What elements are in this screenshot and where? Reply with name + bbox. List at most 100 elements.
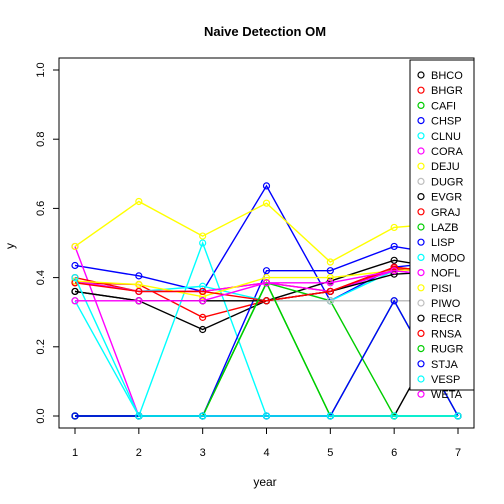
y-tick-label: 0.6: [35, 201, 47, 216]
series-layer: [71, 182, 462, 420]
data-point: [326, 267, 334, 275]
data-point: [71, 287, 79, 296]
data-point: [326, 297, 334, 305]
legend-label: LAZB: [431, 222, 459, 234]
data-point: [199, 313, 207, 321]
chart-title: Naive Detection OM: [204, 24, 326, 39]
x-tick-label: 5: [327, 447, 333, 459]
y-tick-label: 0.8: [35, 132, 47, 147]
y-tick-label: 0.4: [35, 270, 47, 285]
legend-label: RUGR: [431, 344, 463, 356]
data-point: [135, 287, 143, 296]
legend-label: BHGR: [431, 85, 463, 97]
x-tick-label: 2: [136, 447, 142, 459]
data-point: [326, 274, 334, 282]
legend-label: BHCO: [431, 70, 463, 82]
data-point: [135, 280, 143, 289]
data-point: [326, 412, 334, 420]
legend-label: EVGR: [431, 192, 462, 204]
legend-marker: [417, 71, 425, 79]
series-line: [74, 277, 458, 417]
legend-label: RNSA: [431, 328, 462, 340]
legend-label: VESP: [431, 374, 460, 386]
data-point: [390, 267, 398, 275]
legend-label: PISI: [431, 283, 452, 295]
legend-marker: [417, 238, 425, 246]
data-point: [135, 412, 143, 420]
data-point: [199, 282, 207, 290]
series-line: [75, 281, 458, 417]
legend-marker: [417, 147, 425, 155]
legend: BHCO BHGR CAFI CHSP CLNU CORA DEJU DUGR EVGR GRAJ…: [417, 70, 466, 401]
x-axis-label: year: [253, 475, 276, 489]
x-tick-label: 1: [72, 447, 78, 459]
legend-marker: [417, 329, 425, 337]
data-point: [71, 274, 79, 282]
legend-marker: [417, 177, 425, 185]
y-axis-label: y: [3, 243, 17, 249]
data-point: [262, 297, 271, 305]
legend-label: CHSP: [431, 116, 462, 128]
data-point: [199, 297, 207, 305]
data-point: [199, 232, 207, 240]
legend-marker: [417, 314, 425, 322]
legend-marker: [417, 360, 425, 368]
data-point: [71, 242, 79, 251]
data-point: [326, 287, 334, 296]
series-line: [75, 281, 458, 417]
legend-marker: [417, 193, 425, 201]
legend-marker: [417, 86, 425, 94]
data-point: [71, 261, 79, 270]
legend-marker: [417, 390, 425, 398]
series-bhgr: [71, 263, 462, 321]
legend-label: CORA: [431, 146, 463, 158]
data-point: [199, 412, 207, 420]
data-point: [262, 274, 271, 282]
legend-label: RECR: [431, 313, 462, 325]
legend-label: DUGR: [431, 176, 463, 188]
legend-marker: [417, 284, 425, 292]
legend-label: LISP: [431, 237, 455, 249]
y-tick-label: 0.0: [35, 408, 47, 423]
data-point: [71, 297, 79, 305]
data-point: [262, 279, 271, 287]
series-line: [75, 269, 459, 302]
data-point: [262, 182, 271, 190]
data-point: [262, 267, 271, 275]
legend-marker: [417, 345, 425, 353]
x-axis: 1 2 3 4 5 6 7: [72, 427, 461, 459]
series-line: [75, 281, 459, 418]
data-point: [390, 256, 398, 264]
series-deju: [71, 197, 462, 266]
x-tick-label: 3: [200, 447, 206, 459]
data-point: [135, 297, 143, 305]
legend-marker: [417, 101, 425, 110]
legend-label: CAFI: [431, 100, 456, 112]
series-line: [74, 200, 459, 263]
x-tick-label: 6: [391, 447, 397, 459]
data-point: [199, 293, 207, 301]
data-point: [262, 412, 271, 420]
data-point: [135, 197, 143, 206]
legend-label: DEJU: [431, 161, 460, 173]
data-point: [199, 239, 207, 247]
data-point: [390, 297, 398, 305]
series-vesp: [71, 274, 462, 420]
legend-marker: [417, 253, 425, 261]
data-point: [326, 258, 334, 266]
data-point: [390, 242, 398, 251]
legend-label: STJA: [431, 359, 459, 371]
legend-marker: [417, 223, 425, 231]
legend-marker: [417, 116, 425, 125]
x-tick-label: 7: [455, 447, 461, 459]
x-tick-label: 4: [263, 447, 269, 459]
legend-label: WETA: [431, 389, 463, 401]
data-point: [199, 325, 207, 334]
data-point: [199, 287, 207, 296]
legend-label: GRAJ: [431, 207, 460, 219]
legend-marker: [417, 162, 425, 170]
y-axis: 0.0 0.2 0.4 0.6 0.8 1.0: [35, 62, 60, 424]
y-tick-label: 0.2: [35, 339, 47, 354]
legend-marker: [417, 269, 425, 277]
y-tick-label: 1.0: [35, 62, 47, 77]
